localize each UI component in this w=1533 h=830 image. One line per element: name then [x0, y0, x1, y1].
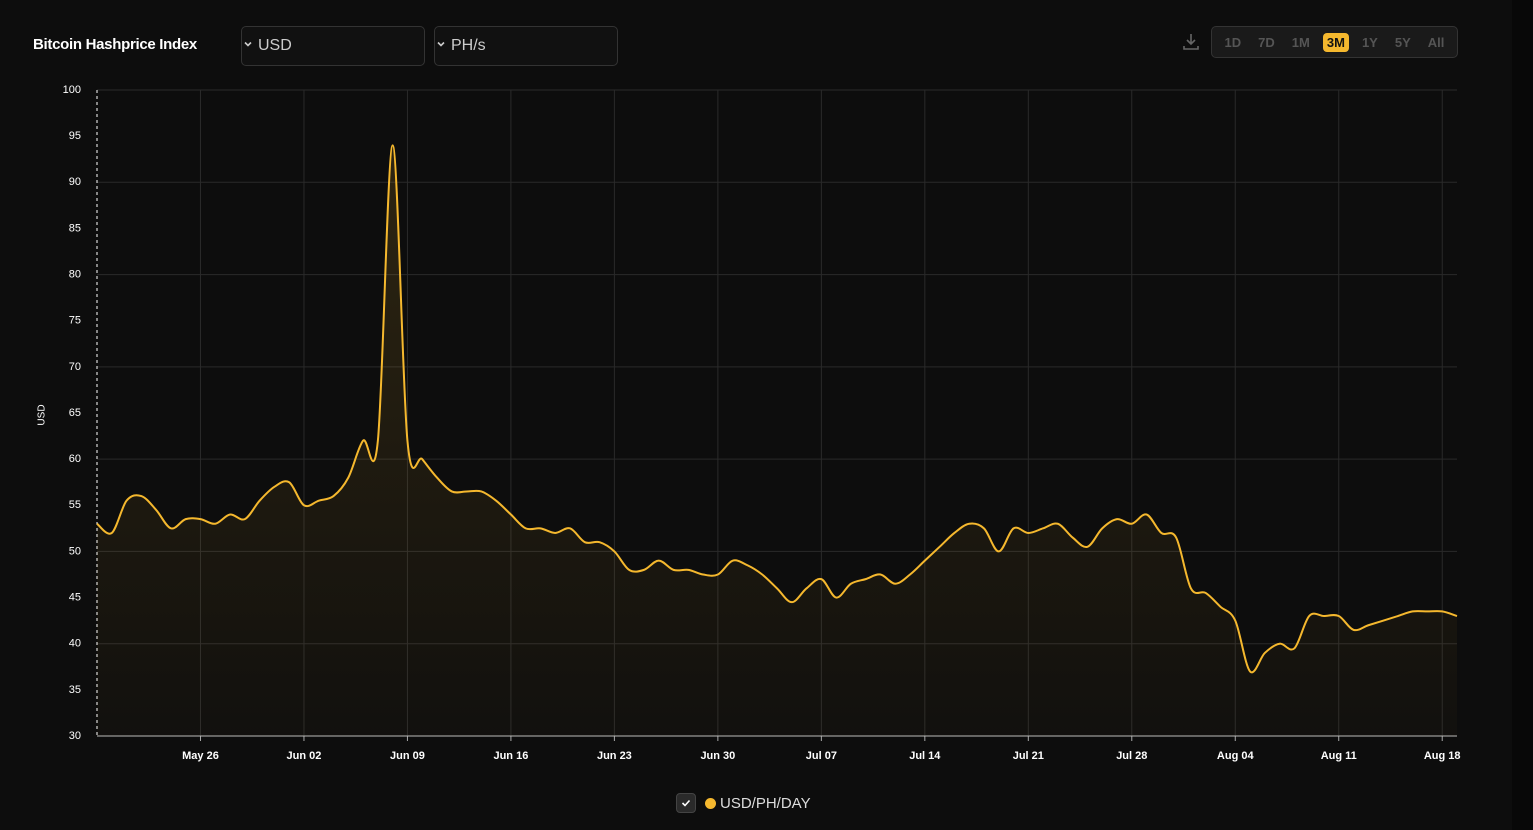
x-tick-label: Jul 14 [909, 750, 941, 762]
page-title: Bitcoin Hashprice Index [33, 36, 197, 53]
legend-checkbox[interactable] [676, 793, 696, 813]
range-button[interactable]: 3M [1322, 32, 1349, 52]
legend: USD/PH/DAY [676, 793, 811, 813]
currency-dropdown[interactable]: USD [241, 26, 425, 66]
x-tick-label: May 26 [182, 750, 219, 762]
x-tick-label: Jul 28 [1116, 750, 1147, 762]
y-tick-label: 90 [69, 176, 81, 188]
y-axis-label: USD [37, 404, 48, 425]
y-tick-label: 40 [69, 638, 81, 650]
line [96, 144, 1458, 674]
range-button[interactable]: All [1427, 34, 1445, 50]
scrollbar-track [1512, 0, 1533, 830]
download-button[interactable] [1181, 32, 1201, 52]
y-tick-label: 45 [69, 591, 81, 603]
y-tick-label: 65 [69, 407, 81, 419]
range-button[interactable]: 1D [1224, 34, 1242, 50]
dropdown-value: USD [258, 37, 292, 54]
x-tick-label: Jun 16 [493, 750, 528, 762]
dropdown-value: PH/s [451, 37, 486, 54]
x-tick-label: Jun 02 [287, 750, 322, 762]
y-tick-label: 55 [69, 499, 81, 511]
x-tick-label: Aug 18 [1424, 750, 1461, 762]
x-tick-label: Aug 11 [1321, 750, 1357, 762]
area [97, 145, 1457, 736]
x-tick-label: Jul 07 [806, 750, 837, 762]
y-tick-label: 35 [69, 684, 81, 696]
y-tick-label: 60 [69, 453, 81, 465]
y-tick-label: 80 [69, 268, 81, 280]
x-tick-label: Jun 23 [597, 750, 632, 762]
x-tick-label: Aug 04 [1217, 750, 1255, 762]
y-tick-label: 70 [69, 361, 81, 373]
x-tick-label: Jul 21 [1013, 750, 1044, 762]
x-tick-label: Jun 09 [390, 750, 425, 762]
range-selector: 1D 7D 1M 3M 1Y 5Y All [1211, 26, 1458, 58]
range-button[interactable]: 5Y [1394, 34, 1411, 50]
range-button[interactable]: 1M [1291, 34, 1310, 50]
legend-swatch [705, 797, 716, 809]
unit-dropdown[interactable]: PH/s [434, 26, 618, 66]
x-tick-label: Jun 30 [700, 750, 735, 762]
legend-label: USD/PH/DAY [720, 794, 811, 812]
y-tick-label: 75 [69, 315, 81, 327]
chevron-icon [437, 41, 445, 47]
range-button[interactable]: 7D [1258, 34, 1275, 50]
y-tick-label: 100 [63, 84, 81, 96]
y-tick-label: 50 [69, 545, 81, 557]
y-tick-label: 30 [69, 730, 81, 742]
chevron-icon [244, 41, 252, 47]
y-tick-label: 85 [69, 222, 81, 234]
y-tick-label: 95 [69, 130, 81, 142]
range-button[interactable]: 1Y [1361, 34, 1378, 50]
